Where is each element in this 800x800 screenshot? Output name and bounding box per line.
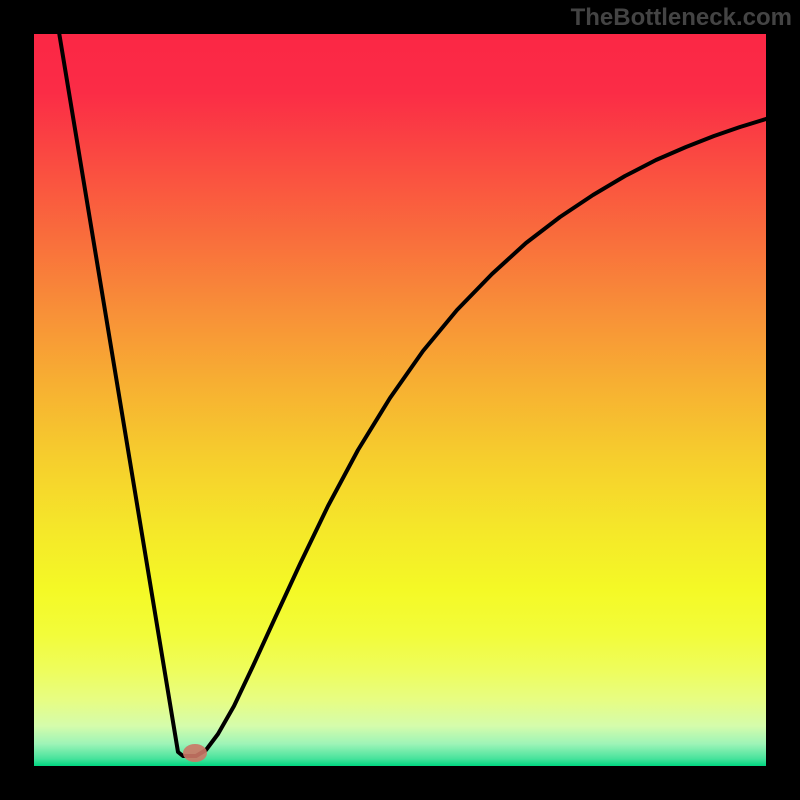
- watermark-text: TheBottleneck.com: [571, 4, 792, 32]
- plot-area: [34, 34, 766, 766]
- bottleneck-chart: [0, 0, 800, 800]
- optimum-marker: [183, 744, 207, 762]
- chart-container: TheBottleneck.com: [0, 0, 800, 800]
